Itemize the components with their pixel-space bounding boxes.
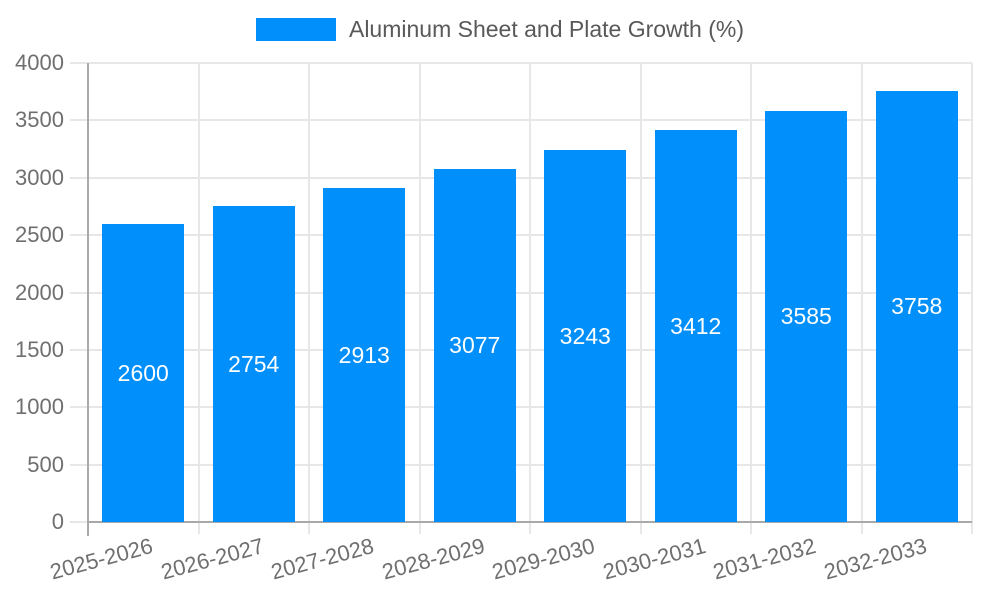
x-tick-mark	[860, 522, 863, 534]
y-axis-label: 500	[27, 451, 64, 477]
y-axis-label: 2500	[15, 222, 64, 248]
y-axis-label: 3500	[15, 107, 64, 133]
x-gridline	[971, 63, 973, 522]
y-tick-mark	[70, 291, 88, 294]
x-axis-label: 2027-2028	[268, 533, 377, 585]
bar[interactable]: 3758	[875, 90, 958, 522]
x-gridline	[639, 63, 642, 522]
x-axis-line	[88, 521, 972, 523]
y-tick-mark	[70, 62, 88, 64]
legend-label: Aluminum Sheet and Plate Growth (%)	[348, 16, 744, 42]
x-gridline	[308, 63, 310, 522]
y-tick-mark	[70, 176, 88, 179]
y-tick-mark	[70, 348, 88, 351]
x-gridline	[529, 63, 531, 522]
bar[interactable]: 3585	[765, 110, 848, 522]
x-tick-mark	[197, 522, 200, 534]
bar[interactable]: 3412	[654, 130, 737, 522]
bar-value-label: 3758	[891, 293, 943, 320]
x-axis-label: 2025-2026	[47, 533, 156, 585]
bar-value-label: 2600	[117, 359, 169, 386]
y-axis-label: 0	[51, 509, 64, 534]
x-gridline	[860, 63, 863, 522]
y-tick-mark	[70, 406, 88, 409]
x-gridline	[418, 63, 421, 522]
y-axis-label: 2000	[15, 279, 64, 305]
x-axis-label: 2032-2033	[820, 533, 929, 585]
y-tick-mark	[70, 234, 88, 237]
y-tick-mark	[70, 119, 88, 122]
y-tick-mark	[70, 521, 88, 523]
bar[interactable]: 2600	[102, 223, 185, 522]
bar-value-label: 2913	[338, 341, 390, 368]
y-axis-label: 1000	[15, 394, 64, 420]
bar-value-label: 3585	[780, 303, 832, 330]
legend-swatch	[255, 18, 336, 41]
bar-value-label: 3243	[559, 322, 611, 349]
x-axis-label: 2028-2029	[378, 533, 487, 585]
x-tick-mark	[750, 522, 752, 534]
y-axis-line	[87, 63, 89, 536]
x-axis-label: 2031-2032	[710, 533, 819, 585]
x-tick-mark	[418, 522, 421, 534]
bar[interactable]: 2913	[323, 187, 406, 522]
y-tick-mark	[70, 463, 88, 466]
x-axis-label: 2026-2027	[157, 533, 266, 585]
x-tick-mark	[529, 522, 531, 534]
y-axis-label: 3000	[15, 164, 64, 190]
bar-value-label: 3077	[449, 332, 501, 359]
y-axis-label: 4000	[15, 50, 64, 75]
bar[interactable]: 3243	[544, 149, 627, 522]
x-tick-mark	[639, 522, 642, 534]
legend[interactable]: Aluminum Sheet and Plate Growth (%)	[0, 18, 1000, 41]
y-axis-label: 1500	[15, 336, 64, 362]
x-axis-label: 2029-2030	[489, 533, 598, 585]
bar[interactable]: 2754	[212, 205, 295, 522]
x-gridline	[197, 63, 200, 522]
bar-value-label: 3412	[670, 313, 722, 340]
bar-value-label: 2754	[228, 350, 280, 377]
x-gridline	[750, 63, 752, 522]
x-axis-label: 2030-2031	[599, 533, 708, 585]
bar[interactable]: 3077	[433, 168, 516, 522]
x-tick-mark	[971, 522, 973, 534]
x-tick-mark	[308, 522, 310, 534]
